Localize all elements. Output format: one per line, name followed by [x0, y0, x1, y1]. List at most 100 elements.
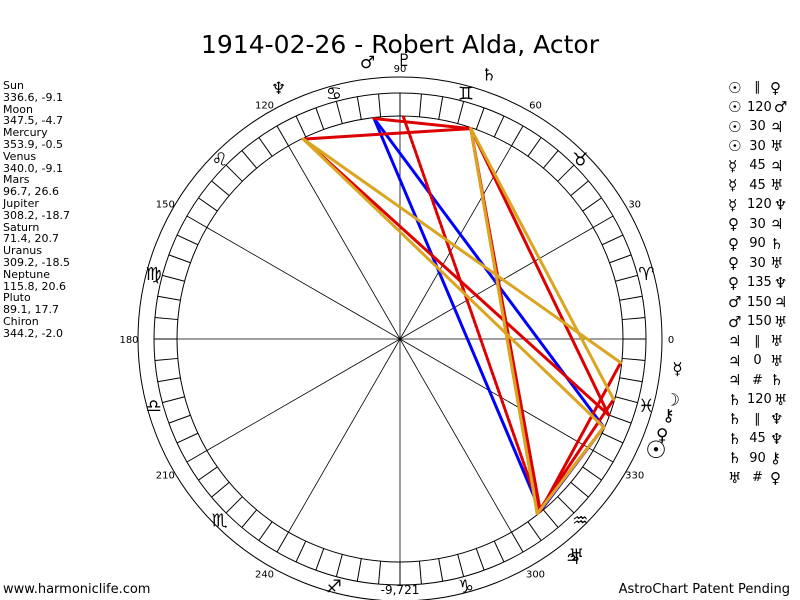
degree-tick [241, 150, 258, 169]
degree-label: 180 [119, 335, 138, 346]
degree-tick [258, 137, 273, 157]
aspect-row: ☉ 30 ♃ [728, 117, 793, 137]
aspect-symbol: ∥ [754, 80, 761, 96]
degree-tick [438, 96, 444, 120]
degree-tick [475, 548, 485, 571]
degree-tick [609, 414, 632, 424]
planet-glyph: ♅ [569, 546, 584, 566]
zodiac-sign-glyph: ♋ [326, 84, 342, 105]
planet-glyph: ♂ [728, 293, 742, 312]
aspect-symbol: 90 [749, 450, 766, 466]
degree-tick [619, 377, 643, 383]
aspect-row: ♃ ∥ ♅ [728, 332, 793, 352]
aspect-symbol: 45 [749, 158, 766, 174]
planet-glyph: ♂ [360, 53, 375, 73]
aspect-symbol: 30 [749, 216, 766, 232]
zodiac-sign-glyph: ♒ [572, 510, 588, 531]
planet-glyph: ♆ [770, 410, 784, 429]
aspect-symbol: 150 [747, 314, 772, 330]
zodiac-sign-glyph: ♌ [212, 150, 228, 171]
planet-glyph: ♀ [728, 254, 739, 273]
planet-name: Saturn [3, 220, 40, 234]
aspect-symbol: 120 [747, 99, 772, 115]
planet-position: 309.2, -18.5 [3, 255, 70, 269]
degree-tick [225, 496, 243, 514]
planet-position: 115.8, 20.6 [3, 279, 66, 293]
planet-glyph: ♀ [728, 234, 739, 253]
aspect-symbol: # [752, 470, 763, 486]
aspect-line [469, 127, 616, 401]
planet-glyph: ♅ [770, 351, 784, 370]
degree-tick [295, 115, 307, 138]
aspect-row: ♂ 150 ♃ [728, 293, 793, 313]
planet-glyph: ♆ [770, 429, 784, 448]
aspect-row: ♀ 90 ♄ [728, 234, 793, 254]
planet-position: 96.7, 26.6 [3, 185, 59, 199]
degree-tick [154, 357, 178, 361]
aspect-line [372, 117, 542, 513]
aspect-row: ♀ 135 ♆ [728, 273, 793, 293]
planet-glyph: ♃ [565, 549, 580, 569]
outer-circle [137, 76, 663, 600]
degree-tick [241, 509, 258, 528]
degree-label: 330 [625, 471, 644, 482]
planet-glyph: ♃ [773, 293, 788, 312]
planet-position: 344.2, -2.0 [3, 326, 63, 340]
aspect-row: ♀ 30 ♃ [728, 215, 793, 235]
zodiac-sign-glyph: ♊ [458, 84, 474, 105]
footer-website: www.harmoniclife.com [3, 582, 151, 597]
aspect-row: ♄ 45 ♆ [728, 429, 793, 449]
planet-glyph: ♃ [728, 371, 742, 390]
aspect-symbol: 120 [747, 392, 772, 408]
zodiac-sign-glyph: ♍ [146, 264, 162, 285]
aspect-line [469, 127, 539, 515]
house-spoke [399, 145, 512, 340]
degree-tick [542, 150, 559, 169]
planet-glyph: ♅ [770, 137, 784, 156]
aspect-symbol: 90 [749, 236, 766, 252]
degree-label: 30 [628, 200, 641, 211]
zodiac-sign-glyph: ♑ [458, 576, 474, 597]
degree-tick [211, 481, 230, 498]
aspect-line [469, 127, 611, 417]
degree-tick [168, 414, 191, 424]
planet-glyph: ☽ [665, 390, 680, 410]
degree-tick [527, 521, 542, 541]
zodiac-sign-glyph: ♏ [212, 510, 228, 531]
aspect-line [301, 137, 623, 365]
degree-tick [570, 481, 589, 498]
degree-label: 240 [255, 570, 274, 581]
aspect-symbol: 0 [753, 353, 762, 369]
planet-glyph: ☿ [728, 195, 738, 214]
aspect-symbol: 30 [749, 255, 766, 271]
aspect-row: ☉ 120 ♂ [728, 98, 793, 118]
planet-glyph: ☉ [728, 137, 742, 156]
aspect-row: ☿ 45 ♅ [728, 176, 793, 196]
planet-name: Moon [3, 102, 33, 116]
aspect-symbol: ∥ [754, 333, 761, 349]
aspect-row: ☿ 120 ♆ [728, 195, 793, 215]
degree-tick [493, 540, 505, 563]
degree-label: 0 [668, 335, 674, 346]
degree-tick [457, 554, 465, 577]
planet-glyph: ♂ [728, 312, 742, 331]
aspect-row: ♄ 90 ⚷ [728, 449, 793, 469]
degree-tick [475, 107, 485, 130]
planet-glyph: ⚷ [662, 406, 674, 426]
planet-positions-list: Sun 336.6, -9.1 Moon 347.5, -4.7 Mercury 353.… [3, 80, 70, 340]
planet-name: Mars [3, 173, 30, 187]
degree-tick [198, 197, 218, 212]
aspect-list: ☉ ∥ ♀ ☉ 120 ♂ ☉ 30 ♃ ☉ 30 ♅ ☿ 45 ♃ ☿ 45 ♅ ☿ 120 ♆ ♀ 30 ♃ ♀ 90 ♄ ♀ 30… [728, 78, 793, 488]
aspect-symbol: 150 [747, 294, 772, 310]
degree-tick [622, 317, 646, 321]
degree-tick [527, 137, 542, 157]
house-spoke [288, 145, 401, 340]
aspect-symbol: 45 [749, 431, 766, 447]
degree-tick [276, 125, 289, 147]
planet-glyph: ♀ [728, 215, 739, 234]
degree-tick [511, 125, 524, 147]
planet-position: 89.1, 17.7 [3, 303, 59, 317]
degree-tick [356, 96, 362, 120]
degree-tick [157, 377, 181, 383]
degree-label: 60 [529, 100, 542, 111]
